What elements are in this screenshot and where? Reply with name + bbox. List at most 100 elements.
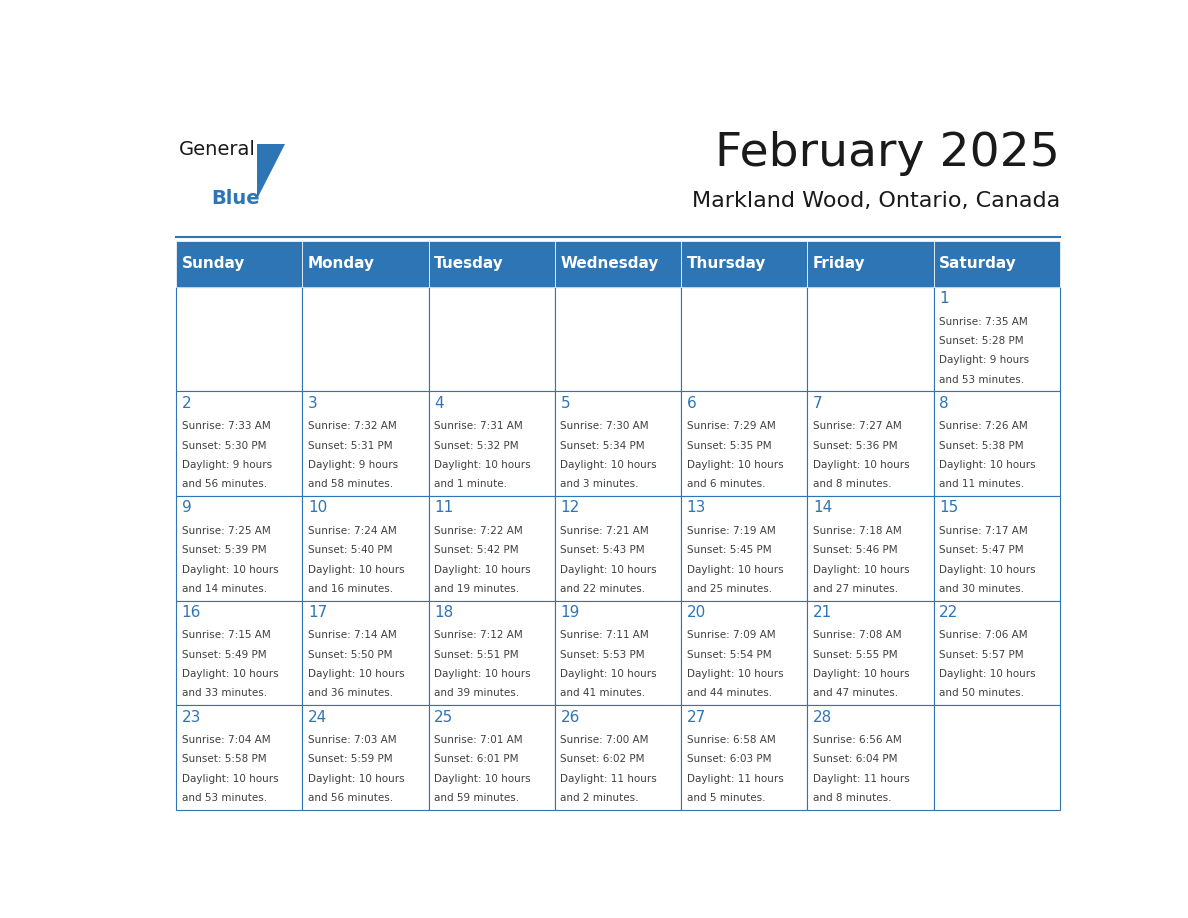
- Bar: [555, 241, 681, 286]
- Text: Daylight: 11 hours: Daylight: 11 hours: [561, 774, 657, 784]
- Bar: [555, 705, 681, 810]
- Bar: [303, 241, 429, 286]
- Text: Sunset: 5:49 PM: Sunset: 5:49 PM: [182, 650, 266, 660]
- Text: Sunset: 5:55 PM: Sunset: 5:55 PM: [813, 650, 898, 660]
- Text: Daylight: 9 hours: Daylight: 9 hours: [308, 460, 398, 470]
- Text: 19: 19: [561, 605, 580, 620]
- Text: Daylight: 10 hours: Daylight: 10 hours: [434, 565, 531, 575]
- Text: Markland Wood, Ontario, Canada: Markland Wood, Ontario, Canada: [691, 192, 1060, 211]
- Text: 15: 15: [940, 500, 959, 515]
- Text: Daylight: 10 hours: Daylight: 10 hours: [434, 774, 531, 784]
- Text: Sunrise: 7:31 AM: Sunrise: 7:31 AM: [434, 421, 523, 431]
- Text: and 33 minutes.: and 33 minutes.: [182, 688, 267, 699]
- Bar: [681, 241, 808, 286]
- Text: 3: 3: [308, 396, 317, 410]
- Text: Sunrise: 7:19 AM: Sunrise: 7:19 AM: [687, 526, 776, 536]
- Text: Sunset: 5:34 PM: Sunset: 5:34 PM: [561, 441, 645, 451]
- Text: 20: 20: [687, 605, 706, 620]
- Text: Daylight: 9 hours: Daylight: 9 hours: [940, 355, 1029, 365]
- Bar: [303, 286, 429, 391]
- Bar: [176, 391, 303, 496]
- Text: Monday: Monday: [308, 256, 375, 272]
- Text: Daylight: 11 hours: Daylight: 11 hours: [813, 774, 910, 784]
- Text: Sunrise: 7:17 AM: Sunrise: 7:17 AM: [940, 526, 1028, 536]
- Text: Sunrise: 7:00 AM: Sunrise: 7:00 AM: [561, 735, 649, 745]
- Text: 22: 22: [940, 605, 959, 620]
- Bar: [934, 600, 1060, 705]
- Bar: [176, 496, 303, 600]
- Text: and 25 minutes.: and 25 minutes.: [687, 584, 772, 594]
- Text: 25: 25: [434, 710, 454, 724]
- Bar: [555, 496, 681, 600]
- Bar: [934, 241, 1060, 286]
- Text: 5: 5: [561, 396, 570, 410]
- Bar: [429, 241, 555, 286]
- Text: Sunrise: 7:21 AM: Sunrise: 7:21 AM: [561, 526, 649, 536]
- Text: Sunset: 5:59 PM: Sunset: 5:59 PM: [308, 755, 392, 765]
- Text: and 16 minutes.: and 16 minutes.: [308, 584, 393, 594]
- Text: Sunrise: 7:35 AM: Sunrise: 7:35 AM: [940, 317, 1028, 327]
- Bar: [681, 705, 808, 810]
- Text: and 30 minutes.: and 30 minutes.: [940, 584, 1024, 594]
- Bar: [555, 286, 681, 391]
- Text: Daylight: 10 hours: Daylight: 10 hours: [182, 669, 278, 679]
- Bar: [303, 496, 429, 600]
- Text: Daylight: 10 hours: Daylight: 10 hours: [687, 669, 783, 679]
- Bar: [808, 496, 934, 600]
- Text: Sunrise: 7:03 AM: Sunrise: 7:03 AM: [308, 735, 397, 745]
- Polygon shape: [257, 144, 285, 198]
- Bar: [429, 286, 555, 391]
- Text: and 56 minutes.: and 56 minutes.: [308, 793, 393, 803]
- Text: Sunset: 6:02 PM: Sunset: 6:02 PM: [561, 755, 645, 765]
- Text: Sunrise: 7:26 AM: Sunrise: 7:26 AM: [940, 421, 1028, 431]
- Text: Sunday: Sunday: [182, 256, 245, 272]
- Bar: [303, 600, 429, 705]
- Bar: [681, 286, 808, 391]
- Text: Sunset: 5:31 PM: Sunset: 5:31 PM: [308, 441, 392, 451]
- Text: and 8 minutes.: and 8 minutes.: [813, 793, 891, 803]
- Text: February 2025: February 2025: [715, 131, 1060, 176]
- Text: and 27 minutes.: and 27 minutes.: [813, 584, 898, 594]
- Text: Wednesday: Wednesday: [561, 256, 659, 272]
- Text: 27: 27: [687, 710, 706, 724]
- Text: Sunset: 5:32 PM: Sunset: 5:32 PM: [434, 441, 519, 451]
- Text: 4: 4: [434, 396, 444, 410]
- Bar: [808, 600, 934, 705]
- Text: 13: 13: [687, 500, 706, 515]
- Text: Daylight: 11 hours: Daylight: 11 hours: [687, 774, 783, 784]
- Text: Sunrise: 7:06 AM: Sunrise: 7:06 AM: [940, 631, 1028, 641]
- Text: 26: 26: [561, 710, 580, 724]
- Text: and 3 minutes.: and 3 minutes.: [561, 479, 639, 489]
- Text: Daylight: 10 hours: Daylight: 10 hours: [561, 565, 657, 575]
- Text: Daylight: 10 hours: Daylight: 10 hours: [940, 460, 1036, 470]
- Text: Sunset: 5:58 PM: Sunset: 5:58 PM: [182, 755, 266, 765]
- Text: Daylight: 9 hours: Daylight: 9 hours: [182, 460, 272, 470]
- Text: General: General: [179, 140, 255, 159]
- Text: Sunset: 5:36 PM: Sunset: 5:36 PM: [813, 441, 898, 451]
- Text: Sunrise: 7:14 AM: Sunrise: 7:14 AM: [308, 631, 397, 641]
- Text: Daylight: 10 hours: Daylight: 10 hours: [434, 669, 531, 679]
- Bar: [681, 496, 808, 600]
- Text: Daylight: 10 hours: Daylight: 10 hours: [687, 565, 783, 575]
- Text: Sunrise: 7:27 AM: Sunrise: 7:27 AM: [813, 421, 902, 431]
- Bar: [555, 600, 681, 705]
- Text: and 47 minutes.: and 47 minutes.: [813, 688, 898, 699]
- Text: Daylight: 10 hours: Daylight: 10 hours: [308, 565, 405, 575]
- Text: Sunrise: 7:08 AM: Sunrise: 7:08 AM: [813, 631, 902, 641]
- Text: Sunset: 5:57 PM: Sunset: 5:57 PM: [940, 650, 1024, 660]
- Text: Sunset: 5:35 PM: Sunset: 5:35 PM: [687, 441, 771, 451]
- Text: Daylight: 10 hours: Daylight: 10 hours: [813, 669, 910, 679]
- Text: 9: 9: [182, 500, 191, 515]
- Text: Daylight: 10 hours: Daylight: 10 hours: [308, 774, 405, 784]
- Text: Daylight: 10 hours: Daylight: 10 hours: [940, 565, 1036, 575]
- Bar: [808, 705, 934, 810]
- Bar: [176, 600, 303, 705]
- Bar: [681, 391, 808, 496]
- Text: 17: 17: [308, 605, 327, 620]
- Text: 24: 24: [308, 710, 327, 724]
- Text: and 22 minutes.: and 22 minutes.: [561, 584, 645, 594]
- Bar: [429, 391, 555, 496]
- Bar: [934, 391, 1060, 496]
- Text: Sunrise: 7:15 AM: Sunrise: 7:15 AM: [182, 631, 271, 641]
- Text: 6: 6: [687, 396, 696, 410]
